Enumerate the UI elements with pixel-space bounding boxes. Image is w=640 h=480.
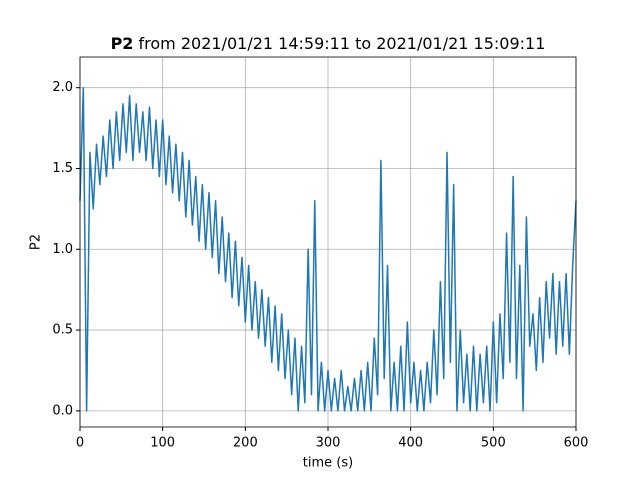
title-text: from 2021/01/21 14:59:11 to 2021/01/21 1… — [139, 34, 546, 53]
y-tick-label: 1.0 — [52, 242, 73, 257]
data-line — [79, 86, 577, 412]
y-tick-label: 0.0 — [52, 403, 73, 418]
y-tick-label: 2.0 — [52, 80, 73, 95]
title-bold: P2 — [111, 34, 134, 53]
chart-title: P2 from 2021/01/21 14:59:11 to 2021/01/2… — [111, 34, 546, 53]
y-tick-label: 1.5 — [52, 161, 73, 176]
x-axis-label: time (s) — [303, 456, 353, 471]
x-tick-label: 200 — [233, 436, 258, 451]
x-tick-label: 0 — [76, 436, 84, 451]
plot-frame — [79, 56, 577, 428]
x-tick-label: 400 — [398, 436, 423, 451]
x-tick-label: 600 — [564, 436, 589, 451]
x-tick-label: 300 — [316, 436, 341, 451]
y-tick-label: 0.5 — [52, 323, 73, 338]
x-tick-label: 500 — [481, 436, 506, 451]
x-tick-label: 100 — [150, 436, 175, 451]
y-axis-label: P2 — [29, 234, 44, 250]
